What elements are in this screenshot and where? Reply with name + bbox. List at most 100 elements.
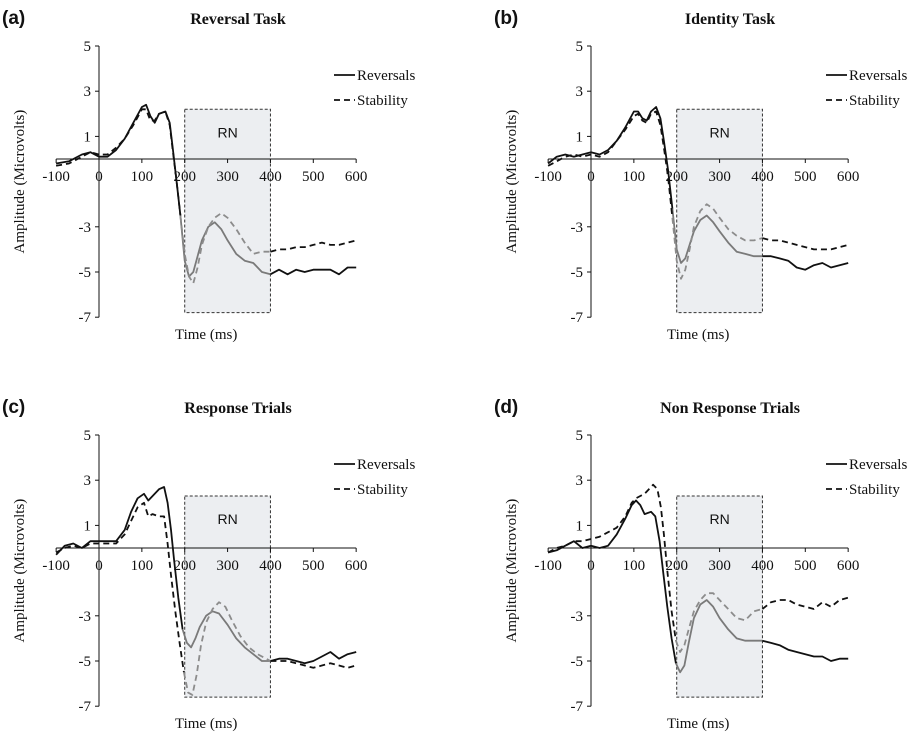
x-tick-label: -100	[534, 558, 562, 574]
y-tick-label: -7	[79, 699, 92, 715]
x-tick-label: 400	[751, 558, 774, 574]
y-tick-label: 1	[84, 129, 92, 145]
y-tick-label: -3	[79, 220, 92, 236]
series-line-reversals	[762, 255, 849, 271]
x-tick-label: -100	[534, 169, 562, 185]
x-tick-label: 600	[345, 169, 368, 185]
y-tick-label: -3	[571, 609, 584, 625]
series-line-stability	[762, 237, 849, 251]
y-tick-label: -5	[79, 654, 92, 670]
rn-window-box	[184, 108, 271, 314]
chart-title: Reversal Task	[190, 11, 286, 28]
y-tick-label: -7	[571, 310, 584, 326]
series-line-reversals	[762, 639, 849, 662]
x-tick-label: 300	[216, 169, 239, 185]
rn-window-box	[676, 495, 763, 698]
x-tick-label: 400	[259, 169, 282, 185]
legend-label: Reversals	[357, 457, 415, 473]
chart-title: Identity Task	[685, 11, 775, 28]
series-line-stability	[547, 483, 677, 641]
y-tick-label: 3	[84, 473, 92, 489]
series-line-reversals	[55, 103, 182, 216]
series-line-stability	[675, 592, 763, 653]
y-axis-label: Amplitude (Microvolts)	[12, 110, 28, 254]
x-tick-label: 200	[173, 169, 196, 185]
series-line-reversals	[547, 106, 674, 209]
x-tick-label: 100	[131, 169, 154, 185]
rn-label: RN	[709, 124, 729, 140]
x-tick-label: 100	[131, 558, 154, 574]
series-line-stability	[179, 212, 271, 285]
y-tick-label: 5	[576, 428, 584, 444]
y-tick-label: -3	[79, 609, 92, 625]
x-tick-label: 400	[259, 558, 282, 574]
rn-label: RN	[217, 124, 237, 140]
series-line-stability	[183, 601, 271, 696]
series-line-stability	[547, 110, 674, 218]
y-tick-label: 5	[84, 428, 92, 444]
y-axis-label: Amplitude (Microvolts)	[504, 499, 520, 643]
x-tick-label: 300	[216, 558, 239, 574]
series-line-stability	[55, 501, 185, 673]
x-axis-label: Time (ms)	[175, 716, 237, 732]
y-tick-label: 3	[84, 84, 92, 100]
panel-letter: (c)	[2, 397, 25, 418]
y-axis-label: Amplitude (Microvolts)	[504, 110, 520, 254]
x-tick-label: 500	[302, 169, 325, 185]
chart-title: Response Trials	[184, 400, 291, 417]
x-tick-label: 200	[665, 558, 688, 574]
x-tick-label: 0	[95, 558, 103, 574]
series-line-stability	[761, 596, 849, 610]
rn-window-box	[676, 108, 763, 314]
x-tick-label: 300	[708, 169, 731, 185]
chart-panel-2: (c) Response Trials RN 5 3 1 -3 -5 -7 -100 0 100 200…	[2, 397, 415, 732]
series-line-reversals	[675, 599, 763, 674]
y-tick-label: 5	[84, 39, 92, 55]
chart-panel-3: (d) Non Response Trials RN 5 3 1 -3 -5 -7 -100 0 10…	[494, 397, 907, 732]
x-tick-label: -100	[42, 558, 70, 574]
series-line-reversals	[671, 208, 763, 264]
x-tick-label: 100	[623, 558, 646, 574]
legend-label: Reversals	[849, 68, 907, 84]
panel-letter: (b)	[494, 8, 518, 29]
x-tick-label: 200	[173, 558, 196, 574]
x-tick-label: -100	[42, 169, 70, 185]
y-tick-label: -3	[571, 220, 584, 236]
x-axis-label: Time (ms)	[667, 716, 729, 732]
y-tick-label: 1	[576, 129, 584, 145]
series-line-reversals	[179, 215, 271, 278]
rn-label: RN	[217, 511, 237, 527]
series-line-stability	[270, 660, 357, 669]
y-tick-label: -7	[79, 310, 92, 326]
y-tick-label: -5	[571, 265, 584, 281]
panel-letter: (a)	[2, 8, 25, 29]
y-tick-label: -5	[571, 654, 584, 670]
rn-window-box	[184, 495, 271, 698]
legend-label: Stability	[357, 482, 408, 498]
series-line-reversals	[181, 610, 271, 662]
series-line-reversals	[269, 266, 357, 276]
series-line-reversals	[270, 651, 357, 665]
x-tick-label: 600	[345, 558, 368, 574]
y-axis-label: Amplitude (Microvolts)	[12, 499, 28, 643]
series-line-stability	[55, 108, 182, 216]
series-line-reversals	[547, 499, 677, 664]
x-tick-label: 0	[587, 558, 595, 574]
rn-label: RN	[709, 511, 729, 527]
y-tick-label: 1	[576, 518, 584, 534]
y-tick-label: 5	[576, 39, 584, 55]
x-tick-label: 600	[837, 169, 860, 185]
legend-label: Stability	[849, 93, 900, 109]
x-tick-label: 600	[837, 558, 860, 574]
chart-panel-0: (a) Reversal Task RN 5 3 1 -3 -5 -7 -100 0 100 200 30…	[2, 8, 415, 343]
x-tick-label: 0	[95, 169, 103, 185]
x-tick-label: 100	[623, 169, 646, 185]
y-tick-label: 3	[576, 473, 584, 489]
x-tick-label: 500	[794, 558, 817, 574]
x-tick-label: 200	[665, 169, 688, 185]
x-tick-label: 500	[794, 169, 817, 185]
y-tick-label: -5	[79, 265, 92, 281]
series-line-stability	[671, 203, 763, 280]
chart-title: Non Response Trials	[660, 400, 800, 417]
chart-panel-1: (b) Identity Task RN 5 3 1 -3 -5 -7 -100 0 100 200 30…	[494, 8, 907, 343]
